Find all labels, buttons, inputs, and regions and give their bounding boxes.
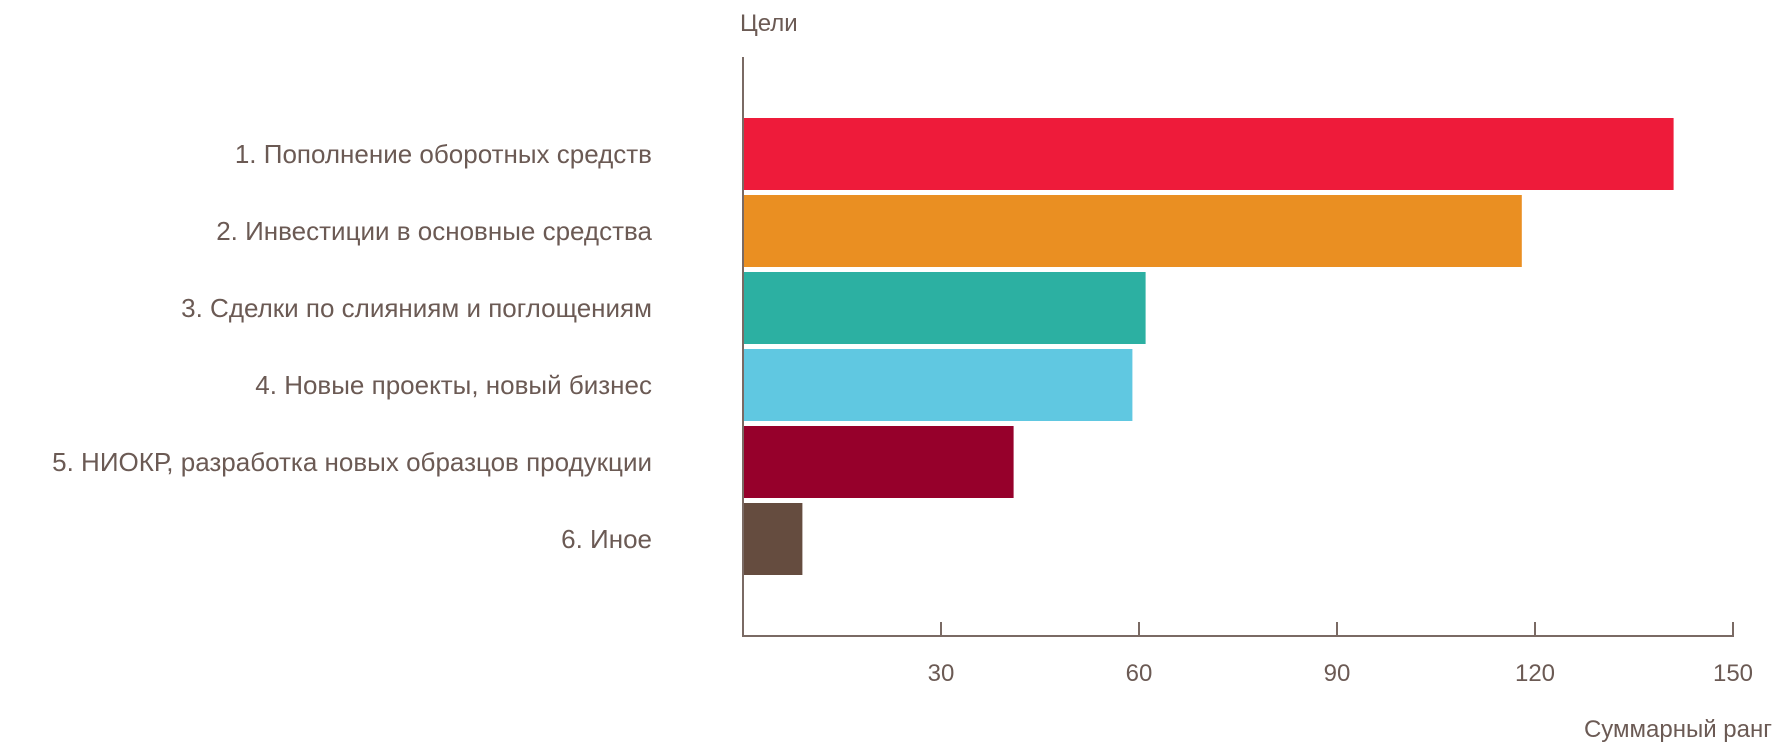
category-label-1: 1. Пополнение оборотных средств	[235, 139, 652, 169]
category-label-2: 2. Инвестиции в основные средства	[216, 216, 652, 246]
y-axis-title: Цели	[740, 10, 798, 37]
bar-4	[744, 349, 1133, 421]
bar-1	[744, 118, 1674, 190]
bar-3	[744, 272, 1146, 344]
bar-6	[744, 503, 803, 575]
x-tick-label-2: 60	[1126, 660, 1153, 687]
x-axis-ticks: 30 60 90 120 150	[928, 622, 1753, 687]
bars-group	[744, 118, 1674, 575]
x-tick-label-5: 150	[1713, 660, 1753, 687]
x-tick-label-4: 120	[1515, 660, 1555, 687]
category-label-5: 5. НИОКР, разработка новых образцов прод…	[52, 447, 652, 477]
x-tick-label-1: 30	[928, 660, 955, 687]
category-label-6: 6. Иное	[561, 524, 652, 554]
category-labels: 1. Пополнение оборотных средств 2. Инвест…	[52, 139, 652, 554]
x-axis-title: Суммарный ранг	[1584, 716, 1772, 743]
category-label-4: 4. Новые проекты, новый бизнес	[255, 370, 652, 400]
bar-2	[744, 195, 1522, 267]
bar-5	[744, 426, 1014, 498]
category-label-3: 3. Сделки по слияниям и поглощениям	[181, 293, 652, 323]
x-tick-label-3: 90	[1324, 660, 1351, 687]
